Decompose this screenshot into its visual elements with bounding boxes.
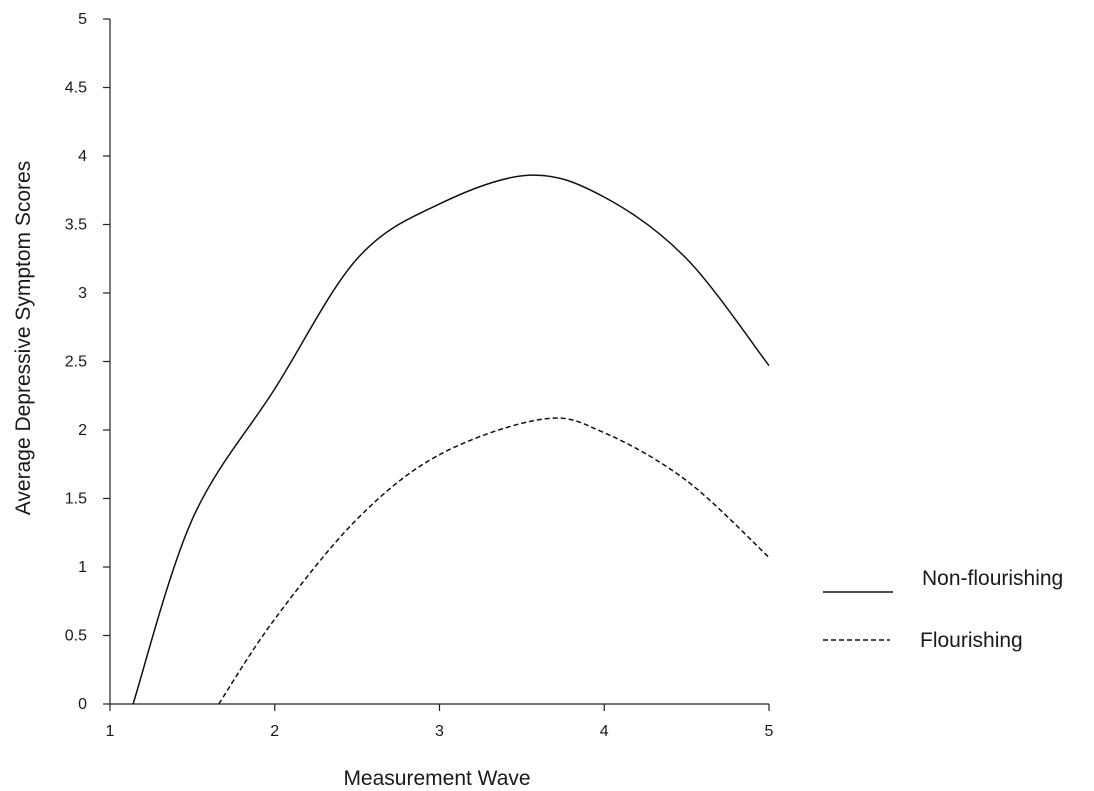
legend: Non-flourishing Flourishing	[823, 567, 1063, 652]
y-ticks: 0 0.5 1 1.5 2 2.5 3 3.5 4 4.5 5	[65, 11, 110, 713]
y-tick-label: 3.5	[65, 217, 87, 234]
y-axis-title: Average Depressive Symptom Scores	[12, 161, 35, 515]
legend-item-non-flourishing: Non-flourishing	[823, 567, 1063, 593]
series-line-flourishing	[218, 417, 770, 705]
legend-item-flourishing: Flourishing	[823, 629, 1023, 652]
y-tick-label: 2	[78, 422, 87, 439]
x-tick-label: 2	[270, 723, 279, 740]
axes	[109, 19, 769, 705]
x-tick-label: 3	[435, 723, 444, 740]
x-tick-label: 5	[765, 723, 774, 740]
legend-label-flourishing: Flourishing	[920, 629, 1023, 652]
x-tick-label: 4	[600, 723, 609, 740]
x-axis-title: Measurement Wave	[343, 767, 530, 790]
x-ticks: 1 2 3 4 5	[106, 704, 774, 740]
y-tick-label: 1	[78, 559, 87, 576]
series-line-non-flourishing	[132, 174, 770, 705]
legend-label-non-flourishing: Non-flourishing	[922, 567, 1063, 590]
y-tick-label: 4	[78, 148, 87, 165]
y-tick-label: 4.5	[65, 80, 87, 97]
y-tick-label: 2.5	[65, 354, 87, 371]
x-tick-label: 1	[106, 723, 115, 740]
y-tick-label: 0	[78, 696, 87, 713]
y-tick-label: 3	[78, 285, 87, 302]
y-tick-label: 0.5	[65, 628, 87, 645]
series-group	[132, 174, 770, 705]
y-tick-label: 5	[78, 11, 87, 28]
y-tick-label: 1.5	[65, 491, 87, 508]
